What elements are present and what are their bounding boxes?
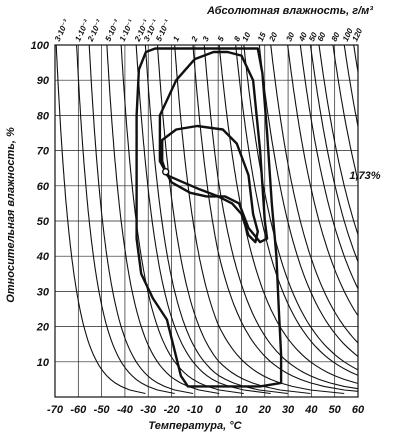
absolute-humidity-curves [56, 45, 401, 394]
top-tick-label: 15 [256, 30, 268, 42]
y-tick-label: 60 [37, 181, 50, 193]
absolute-humidity-curve [288, 45, 401, 379]
top-tick-label: 2 [189, 35, 200, 44]
x-tick-label: 30 [282, 404, 295, 416]
data-marker [163, 169, 169, 175]
absolute-humidity-curve [333, 45, 401, 348]
x-tick-label: -40 [117, 404, 134, 416]
y-tick-label: 90 [37, 75, 50, 87]
absolute-humidity-curve [136, 45, 271, 394]
y-tick-label: 100 [31, 40, 50, 52]
y-axis-label: Относительная влажность, % [5, 127, 17, 303]
top-tick-label: 60 [316, 30, 328, 42]
top-tick-label: 1 [171, 35, 181, 43]
top-tick-label: 120 [350, 26, 364, 42]
top-tick-label: 80 [330, 30, 342, 42]
y-tick-label: 70 [37, 146, 50, 158]
x-tick-labels: -70 -60 -50 -40 -30 -20 -10 0 10 20 30 40 50 60 [47, 404, 365, 416]
annotation-label: 1,73% [349, 170, 380, 182]
absolute-humidity-curve [354, 45, 401, 327]
x-tick-label: -10 [187, 404, 204, 416]
y-tick-label: 50 [37, 216, 50, 228]
absolute-humidity-curve [56, 45, 145, 394]
absolute-humidity-curve [344, 45, 401, 337]
x-tick-label: -70 [47, 404, 64, 416]
absolute-humidity-curve [89, 45, 193, 394]
x-tick-label: -50 [94, 404, 111, 416]
x-tick-label: -60 [70, 404, 87, 416]
y-tick-label: 10 [37, 357, 50, 369]
absolute-humidity-curve [319, 45, 401, 362]
top-tick-label: 20 [267, 30, 280, 43]
x-tick-label: 60 [352, 404, 365, 416]
x-tick-label: -20 [164, 404, 181, 416]
x-tick-label: 10 [235, 404, 248, 416]
top-tick-label: 10 [240, 30, 252, 42]
x-tick-label: 40 [304, 404, 318, 416]
absolute-humidity-curve [145, 45, 287, 394]
x-tick-label: 0 [215, 404, 222, 416]
y-tick-labels: 10 20 30 40 50 60 70 80 90 100 [31, 40, 50, 369]
absolute-humidity-curve [204, 45, 401, 394]
chart-title: Абсолютная влажность, г/м³ [206, 5, 373, 17]
absolute-humidity-curve [219, 45, 401, 394]
x-axis-label: Температура, °С [148, 420, 242, 432]
grid [55, 45, 358, 397]
absolute-humidity-curve [244, 45, 401, 390]
x-tick-label: 50 [329, 404, 342, 416]
absolute-humidity-curve [271, 45, 401, 383]
y-tick-label: 40 [36, 251, 50, 263]
y-tick-label: 20 [36, 322, 50, 334]
top-tick-label: 30 [284, 30, 296, 42]
top-tick-label: 3 [201, 35, 211, 43]
y-tick-label: 30 [37, 286, 50, 298]
x-tick-label: -30 [140, 404, 157, 416]
top-tick-label: 5 [216, 35, 226, 43]
x-tick-label: 20 [258, 404, 272, 416]
top-tick-label: 3·10⁻³ [53, 18, 71, 43]
y-tick-label: 80 [37, 110, 50, 122]
